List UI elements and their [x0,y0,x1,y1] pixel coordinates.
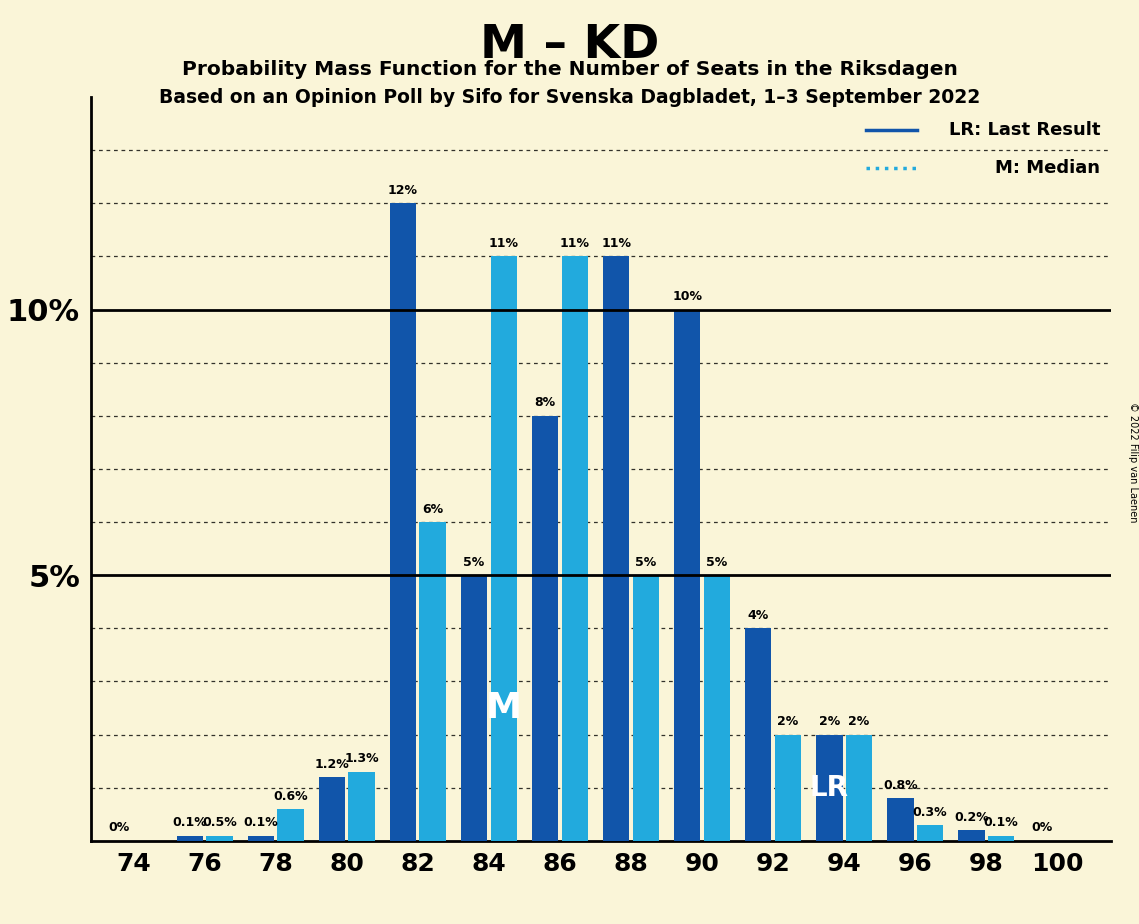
Text: Based on an Opinion Poll by Sifo for Svenska Dagbladet, 1–3 September 2022: Based on an Opinion Poll by Sifo for Sve… [158,88,981,107]
Bar [775,735,802,841]
Bar [349,772,375,841]
Text: 0.1%: 0.1% [172,816,207,829]
Bar [319,777,345,841]
Text: 6%: 6% [423,503,443,516]
Text: 11%: 11% [601,237,631,250]
Text: M: M [486,691,522,725]
Text: 11%: 11% [489,237,519,250]
Bar [177,835,203,841]
Text: 5%: 5% [706,556,728,569]
Bar [816,735,843,841]
Text: LR: LR [810,773,849,802]
Text: 0.2%: 0.2% [954,811,989,824]
Text: 11%: 11% [560,237,590,250]
Bar [460,575,487,841]
Text: 5%: 5% [636,556,656,569]
Bar [278,809,304,841]
Text: 0%: 0% [1032,821,1052,834]
Bar [958,831,984,841]
Text: 5%: 5% [464,556,484,569]
Bar [491,256,517,841]
Text: 0.5%: 0.5% [203,816,237,829]
Text: 1.3%: 1.3% [344,752,379,765]
Text: 0.1%: 0.1% [244,816,278,829]
Bar [846,735,872,841]
Bar [247,835,274,841]
Text: M – KD: M – KD [480,23,659,68]
Bar [562,256,588,841]
Bar [917,825,943,841]
Text: 2%: 2% [819,715,839,728]
Bar [887,798,913,841]
Text: 0.6%: 0.6% [273,790,308,803]
Text: 0.3%: 0.3% [912,806,948,819]
Text: LR: Last Result: LR: Last Result [949,121,1100,140]
Text: 1.2%: 1.2% [314,758,350,771]
Bar [419,522,446,841]
Bar [988,835,1015,841]
Bar [603,256,630,841]
Text: 4%: 4% [747,609,769,622]
Bar [704,575,730,841]
Text: 0.8%: 0.8% [883,779,918,792]
Text: 2%: 2% [778,715,798,728]
Text: M: Median: M: Median [995,159,1100,176]
Bar [745,628,771,841]
Text: Probability Mass Function for the Number of Seats in the Riksdagen: Probability Mass Function for the Number… [181,60,958,79]
Text: 12%: 12% [388,184,418,197]
Bar [390,203,416,841]
Bar [206,835,233,841]
Bar [674,310,700,841]
Bar [532,416,558,841]
Text: 0.1%: 0.1% [984,816,1018,829]
Text: 0%: 0% [108,821,130,834]
Bar [632,575,659,841]
Text: 8%: 8% [534,396,556,409]
Text: 2%: 2% [849,715,870,728]
Text: 10%: 10% [672,290,702,303]
Text: © 2022 Filip van Laenen: © 2022 Filip van Laenen [1129,402,1138,522]
